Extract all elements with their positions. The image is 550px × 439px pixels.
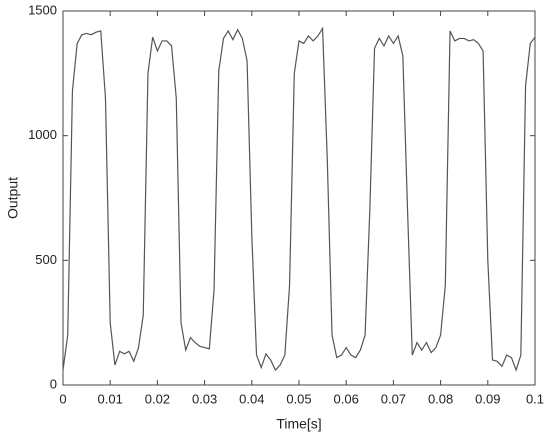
- x-tick-label: 0.01: [98, 391, 123, 406]
- x-tick-label: 0.06: [334, 391, 359, 406]
- x-tick-label: 0.1: [526, 391, 544, 406]
- y-tick-label: 1500: [28, 2, 57, 17]
- x-tick-label: 0: [59, 391, 66, 406]
- x-tick-label: 0.02: [145, 391, 170, 406]
- x-tick-label: 0.03: [192, 391, 217, 406]
- y-axis-label: Output: [5, 177, 21, 219]
- x-tick-label: 0.08: [428, 391, 453, 406]
- y-tick-label: 500: [35, 252, 57, 267]
- plot-frame: [62, 10, 536, 386]
- y-tick-label: 1000: [28, 127, 57, 142]
- data-line: [62, 26, 536, 372]
- x-tick-label: 0.05: [286, 391, 311, 406]
- y-tick-label: 0: [50, 376, 57, 391]
- x-tick-label: 0.07: [381, 391, 406, 406]
- x-tick-label: 0.04: [239, 391, 264, 406]
- x-tick-label: 0.09: [475, 391, 500, 406]
- x-axis-label: Time[s]: [276, 416, 321, 432]
